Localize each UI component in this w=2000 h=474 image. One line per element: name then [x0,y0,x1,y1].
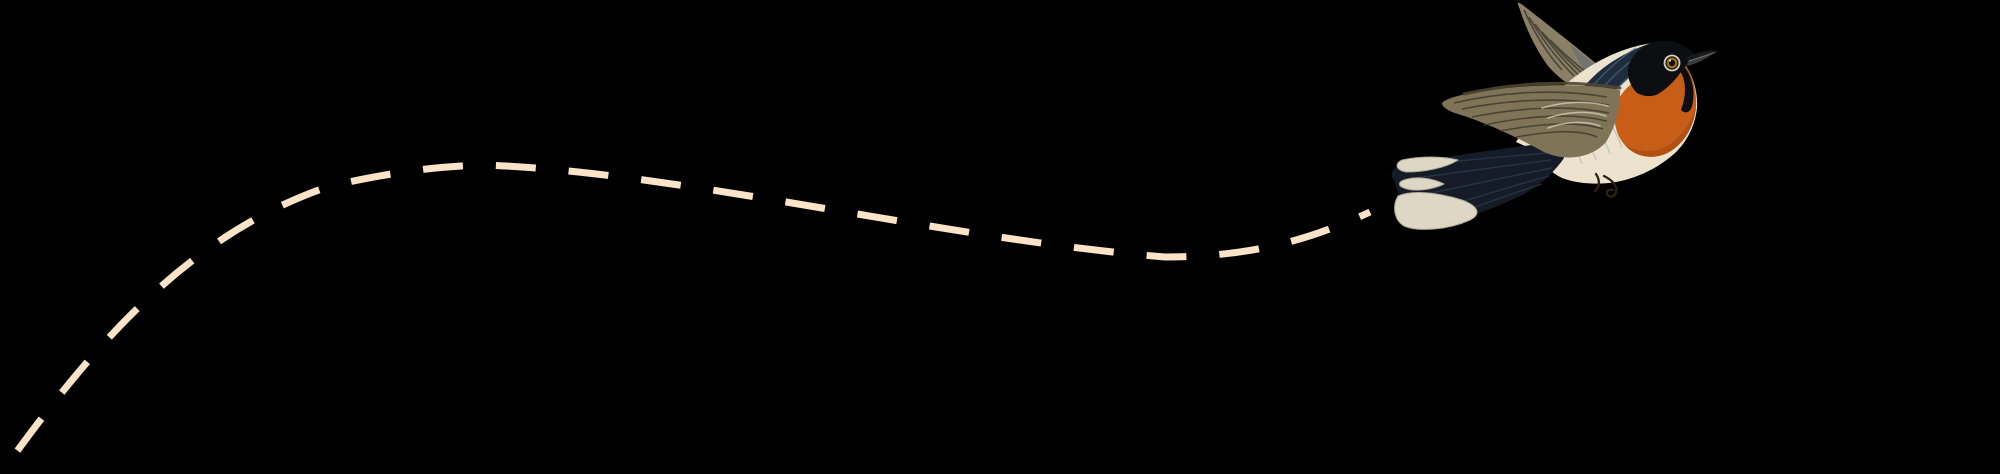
bird-tail-feather-lines [1409,152,1553,217]
bird-head-cap [1627,40,1693,97]
bird-far-wing-feather-lines [1523,9,1609,89]
bird-beak-gape-line [1688,52,1716,62]
bird-chest-shadow [1624,108,1696,157]
flight-path-line [0,161,1372,474]
bird-eye-ring [1663,54,1681,72]
bird-eye-highlight [1668,59,1672,62]
bird-near-wing-leading-edge [1462,81,1622,96]
bird-near-wing-covert-highlights [1541,101,1609,129]
bird-eye-pupil [1669,60,1675,66]
bird-head-side-border [1679,66,1694,113]
bird-near-wing [1442,85,1621,158]
bird-feet [1593,172,1618,198]
bird-illustration [1391,2,1719,230]
bird-beak-lower [1687,53,1714,66]
flight-path [0,161,1372,474]
bird-tail-white-tips [1394,156,1478,230]
